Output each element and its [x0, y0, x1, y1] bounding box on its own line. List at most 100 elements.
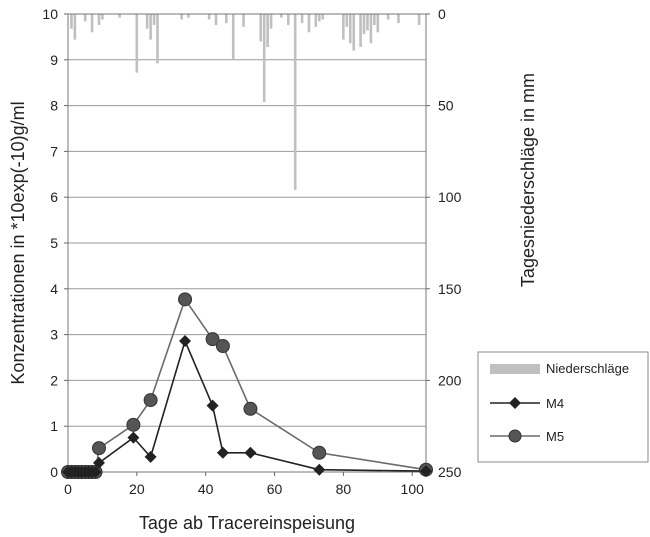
- niederschlag-bar: [149, 14, 152, 40]
- niederschlag-bar: [262, 14, 266, 102]
- data-point-m4: [127, 431, 140, 444]
- left-tick-label: 0: [50, 464, 58, 480]
- niederschlag-bar: [156, 14, 159, 64]
- left-tick-label: 6: [50, 189, 58, 205]
- niederschlag-bar: [259, 14, 263, 42]
- niederschlag-bar: [307, 14, 311, 33]
- data-point-m4: [179, 335, 192, 348]
- series-lines: [68, 297, 427, 473]
- niederschlag-bar: [101, 14, 104, 20]
- niederschlag-bar: [417, 14, 421, 25]
- data-point-m4: [420, 465, 432, 478]
- niederschlag-bar: [225, 14, 228, 24]
- x-tick-label: 40: [198, 481, 214, 497]
- right-axis-ticks: 0 50 100 150 200 250: [426, 6, 462, 480]
- niederschlag-bar: [317, 14, 321, 22]
- niederschlag-bar: [373, 14, 376, 25]
- niederschlag-bar: [145, 14, 149, 29]
- niederschlag-bar: [180, 14, 183, 20]
- left-tick-label: 9: [50, 52, 58, 68]
- right-tick-label: 150: [438, 281, 462, 297]
- series-markers: [61, 292, 433, 479]
- left-axis-ticks: 0 1 2 3 4 5 6 7 8 9 10: [42, 6, 68, 480]
- niederschlag-bar: [214, 14, 218, 25]
- niederschlag-bar: [369, 14, 373, 44]
- niederschlag-bar: [118, 14, 121, 18]
- niederschlag-bar: [321, 14, 325, 20]
- niederschlag-bar: [83, 14, 87, 22]
- niederschlag-bar: [269, 14, 273, 29]
- x-tick-label: 100: [401, 481, 425, 497]
- niederschlag-bar: [70, 14, 73, 29]
- left-tick-label: 2: [50, 372, 58, 388]
- data-point-m4: [313, 463, 326, 476]
- niederschlag-bar: [362, 14, 366, 35]
- right-axis-title: Tagesniederschläge in mm: [518, 73, 538, 287]
- niederschlag-bar: [287, 14, 290, 25]
- niederschlag-bar: [300, 14, 304, 24]
- legend-label-m5: M5: [546, 429, 564, 444]
- niederschlag-bar: [152, 14, 156, 25]
- legend-label-m4: M4: [546, 396, 564, 411]
- niederschlag-bar: [348, 14, 352, 44]
- data-point-m4: [89, 466, 102, 478]
- niederschlag-bar: [293, 14, 297, 190]
- niederschlag-bar: [73, 14, 77, 40]
- left-axis-title: Konzentrationen in *10exp(-10)g/ml: [8, 101, 28, 384]
- niederschlag-bar: [359, 14, 362, 47]
- niederschlag-bar: [207, 14, 211, 20]
- data-point-m5: [178, 292, 193, 307]
- niederschlag-bar: [90, 14, 94, 33]
- data-point-m5: [215, 339, 230, 354]
- left-tick-label: 4: [50, 281, 58, 297]
- data-point-m4: [206, 399, 219, 412]
- niederschlag-bar: [366, 14, 369, 31]
- left-tick-label: 3: [50, 327, 58, 343]
- left-tick-label: 7: [50, 143, 58, 159]
- data-point-m4: [92, 456, 105, 469]
- left-tick-label: 8: [50, 98, 58, 114]
- data-point-m5: [243, 401, 258, 416]
- left-tick-label: 1: [50, 418, 58, 434]
- niederschlaege-bars: [70, 14, 421, 190]
- right-tick-label: 200: [438, 372, 462, 388]
- legend-marker-m5: [508, 429, 522, 443]
- niederschlag-bar: [397, 14, 400, 24]
- x-axis-ticks: 0 20 40 60 80 100: [64, 472, 424, 497]
- left-tick-label: 10: [42, 6, 58, 22]
- legend-label-niederschlaege: Niederschläge: [546, 361, 629, 376]
- x-tick-label: 0: [64, 481, 72, 497]
- x-tick-label: 60: [267, 481, 283, 497]
- niederschlag-bar: [342, 14, 345, 40]
- niederschlag-bar: [352, 14, 356, 51]
- data-point-m5: [91, 441, 106, 456]
- x-tick-label: 80: [336, 481, 352, 497]
- data-point-m5: [205, 332, 220, 347]
- niederschlag-bar: [135, 14, 139, 73]
- data-point-m4: [216, 446, 229, 459]
- niederschlag-bar: [242, 14, 245, 27]
- right-tick-label: 100: [438, 189, 462, 205]
- niederschlag-bar: [280, 14, 283, 18]
- data-point-m5: [143, 393, 158, 408]
- niederschlag-bar: [345, 14, 349, 27]
- data-point-m5: [126, 417, 141, 432]
- right-tick-label: 0: [438, 6, 446, 22]
- niederschlag-bar: [97, 14, 101, 25]
- niederschlag-bar: [376, 14, 380, 33]
- data-point-m4: [244, 446, 257, 459]
- right-tick-label: 250: [438, 464, 462, 480]
- niederschlag-bar: [187, 14, 190, 18]
- left-tick-label: 5: [50, 235, 58, 251]
- niederschlag-bar: [314, 14, 318, 27]
- legend-marker-m4: [509, 397, 521, 409]
- gridlines: [68, 59, 426, 427]
- data-point-m5: [312, 445, 327, 460]
- niederschlag-bar: [231, 14, 235, 60]
- right-tick-label: 50: [438, 98, 454, 114]
- x-axis-title: Tage ab Tracereinspeisung: [139, 513, 355, 533]
- niederschlag-bar: [386, 14, 390, 20]
- x-tick-label: 20: [129, 481, 145, 497]
- data-point-m4: [144, 450, 157, 463]
